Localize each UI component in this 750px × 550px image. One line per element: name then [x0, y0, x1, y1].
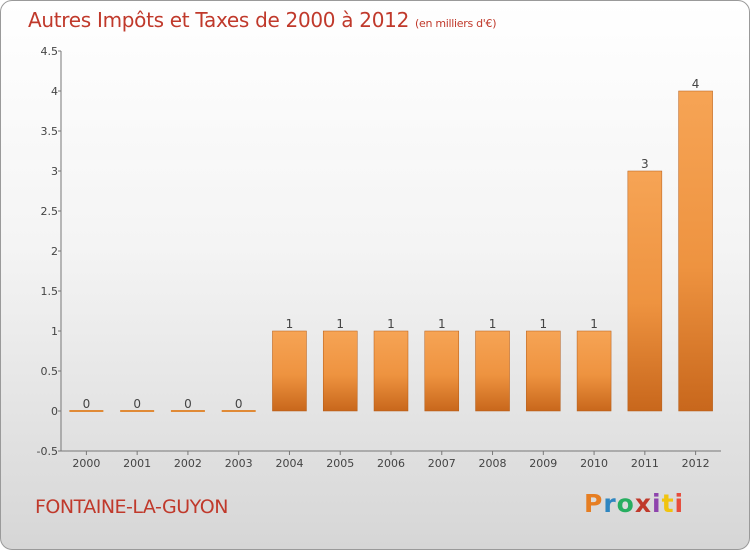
x-tick-label: 2004	[275, 457, 303, 470]
x-tick-label: 2010	[580, 457, 608, 470]
bar-2005	[322, 330, 358, 412]
y-tick-label: 1.5	[41, 285, 59, 298]
bar-2009	[526, 330, 561, 412]
data-label-2010: 1	[590, 317, 598, 331]
bar-2012	[678, 90, 713, 412]
x-tick-label: 2007	[428, 457, 456, 470]
y-tick-label: 0	[51, 405, 58, 418]
y-tick-label: 4.5	[41, 45, 59, 58]
y-tick-label: 0.5	[41, 365, 59, 378]
y-tick-label: 2.5	[41, 205, 59, 218]
proxiti-logo: Proxiti	[584, 489, 684, 518]
chart-data-labels: 0 0 0 0 1 1 1 1 1 1 1 3 4	[83, 77, 700, 411]
data-label-2012: 4	[692, 77, 700, 91]
y-tick-label: -0.5	[37, 445, 58, 458]
data-label-2006: 1	[387, 317, 395, 331]
x-tick-label: 2000	[72, 457, 100, 470]
data-label-2005: 1	[336, 317, 344, 331]
logo-letter: x	[634, 489, 652, 518]
chart-subtitle: (en milliers d'€)	[415, 17, 497, 30]
bar-2007	[424, 330, 460, 412]
data-label-2000: 0	[83, 397, 91, 411]
y-tick-label: 3.5	[41, 125, 59, 138]
data-label-2001: 0	[133, 397, 141, 411]
y-tick-label: 2	[51, 245, 58, 258]
data-label-2004: 1	[286, 317, 294, 331]
logo-letter: i	[674, 489, 685, 518]
bar-2010	[576, 330, 612, 412]
commune-name: FONTAINE-LA-GUYON	[35, 496, 228, 518]
data-label-2011: 3	[641, 157, 649, 171]
logo-letter: P	[584, 489, 604, 518]
bar-2011	[627, 170, 663, 412]
data-label-2008: 1	[489, 317, 497, 331]
x-tick-label: 2003	[225, 457, 253, 470]
data-label-2009: 1	[539, 317, 547, 331]
bar-2008	[475, 330, 510, 412]
x-tick-label: 2005	[326, 457, 354, 470]
y-tick-label: 1	[51, 325, 58, 338]
x-tick-label: 2006	[377, 457, 405, 470]
x-tick-label: 2009	[529, 457, 557, 470]
y-tick-label: 4	[51, 85, 58, 98]
bar-2006	[373, 330, 409, 412]
x-tick-label: 2001	[123, 457, 151, 470]
logo-letter: o	[616, 489, 635, 518]
x-tick-label: 2002	[174, 457, 202, 470]
chart-title: Autres Impôts et Taxes de 2000 à 2012 (en…	[28, 8, 496, 32]
chart-title-text: Autres Impôts et Taxes de 2000 à 2012	[28, 8, 409, 32]
logo-letter: i	[652, 489, 662, 518]
logo-letter: r	[603, 489, 617, 518]
data-label-2007: 1	[438, 317, 446, 331]
chart-bars	[69, 90, 713, 412]
logo-letter: t	[661, 489, 675, 518]
data-label-2003: 0	[235, 397, 243, 411]
x-tick-label: 2012	[682, 457, 710, 470]
data-label-2002: 0	[184, 397, 192, 411]
chart-axes: -0.5 0 0.5 1 1.5 2 2.5 3 3.5 4 4.5 2000 2001 2002 2003…	[37, 45, 721, 470]
bar-2004	[272, 330, 307, 412]
x-tick-label: 2008	[479, 457, 507, 470]
y-tick-label: 3	[51, 165, 58, 178]
x-tick-label: 2011	[631, 457, 659, 470]
